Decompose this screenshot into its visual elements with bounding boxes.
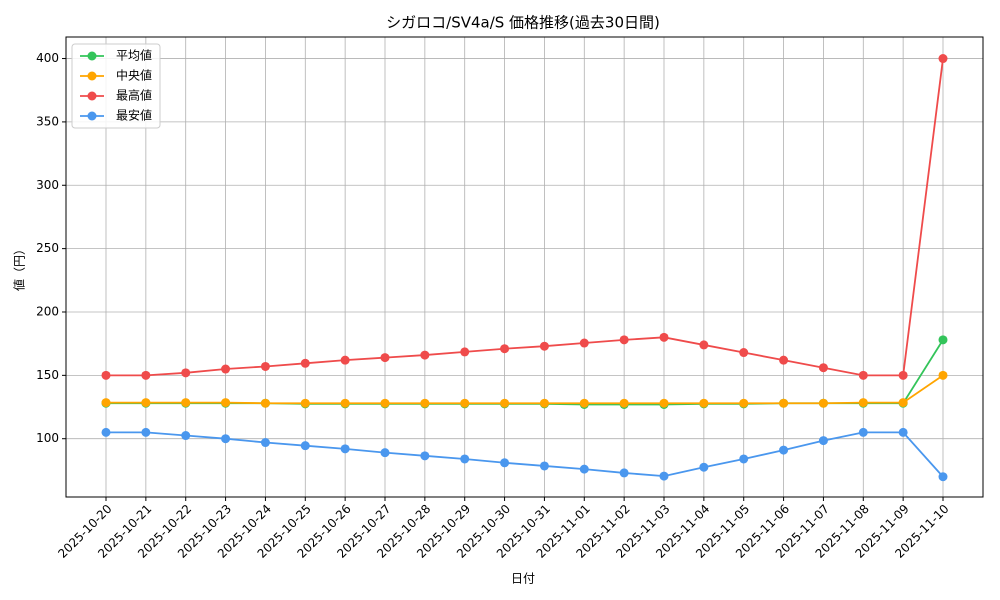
data-point [181,368,191,378]
data-point [460,347,470,357]
data-point [858,370,868,380]
data-point [340,444,350,454]
data-point [141,398,151,408]
legend-label: 中央値 [116,68,152,83]
data-point [420,451,430,461]
data-point [380,353,390,363]
chart-title: シガロコ/SV4a/S 価格推移(過去30日間) [386,14,660,32]
x-axis-label: 日付 [511,572,535,586]
data-point [858,427,868,437]
data-point [260,438,270,448]
data-point [579,338,589,348]
series-line [106,431,944,478]
data-point [539,461,549,471]
data-point [340,355,350,365]
data-point [300,398,310,408]
legend-marker [87,51,97,61]
data-point [460,398,470,408]
data-point [938,335,948,345]
series-line [106,339,944,406]
data-point [500,398,510,408]
y-tick-label: 150 [36,368,59,382]
series-line [106,58,944,377]
legend-marker [87,91,97,101]
data-point [659,332,669,342]
data-point [500,458,510,468]
data-point [380,448,390,458]
y-tick-label: 350 [36,114,59,128]
data-point [739,348,749,358]
data-point [699,462,709,472]
data-point [460,454,470,464]
data-point [300,358,310,368]
data-point [101,398,111,408]
data-point [221,364,231,374]
data-point [858,398,868,408]
data-point [898,370,908,380]
y-tick-label: 200 [36,304,59,318]
data-point [221,434,231,444]
data-point [500,344,510,354]
data-point [739,454,749,464]
data-point [898,398,908,408]
data-point [579,464,589,474]
data-point [818,363,828,373]
data-point [619,335,629,345]
data-point [938,54,948,64]
data-point [260,398,270,408]
legend-label: 平均値 [116,48,152,63]
data-point [380,398,390,408]
data-point [779,445,789,455]
data-point [340,398,350,408]
y-tick-label: 250 [36,241,59,255]
data-point [101,427,111,437]
legend-box [71,43,161,129]
data-point [141,370,151,380]
data-point [938,472,948,482]
data-point [619,468,629,478]
plot-frame [65,36,984,498]
legend-marker [87,71,97,81]
data-point [420,350,430,360]
data-point [181,398,191,408]
data-point [141,427,151,437]
data-point [539,341,549,351]
data-point [938,370,948,380]
data-point [300,441,310,451]
data-point [260,361,270,371]
y-axis-label: 値（円） [12,243,27,291]
data-point [898,427,908,437]
data-point [420,398,430,408]
data-point [779,355,789,365]
data-point [539,398,549,408]
data-point [659,398,669,408]
data-point [779,398,789,408]
data-point [221,398,231,408]
data-point [739,398,749,408]
y-tick-label: 100 [36,431,59,445]
data-point [699,398,709,408]
legend-marker [87,111,97,121]
legend-label: 最安値 [116,108,152,123]
data-point [659,471,669,481]
data-point [818,436,828,446]
y-tick-label: 400 [36,51,59,65]
data-point [699,340,709,350]
data-point [181,431,191,441]
legend-label: 最高値 [116,88,152,103]
data-point [579,398,589,408]
data-point [101,370,111,380]
y-tick-label: 300 [36,178,59,192]
data-point [818,398,828,408]
series-line [106,374,944,405]
data-point [619,398,629,408]
